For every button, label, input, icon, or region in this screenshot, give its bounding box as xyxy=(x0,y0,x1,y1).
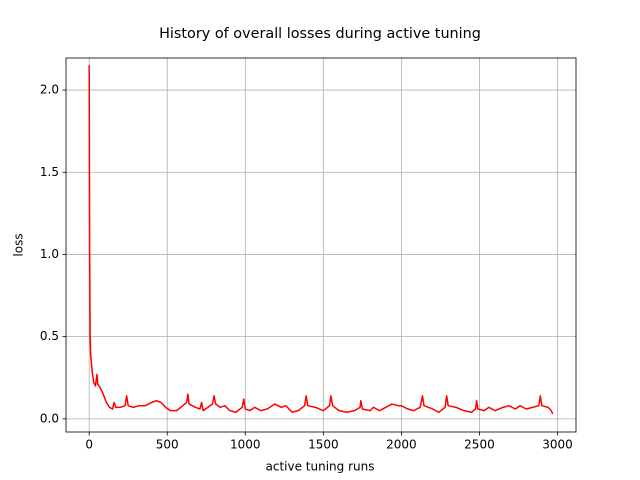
y-tick-label: 1.0 xyxy=(40,247,59,261)
x-tick-label: 0 xyxy=(85,438,93,452)
y-tick-label: 0.0 xyxy=(40,411,59,425)
y-tick-label: 1.5 xyxy=(40,165,59,179)
y-axis-label: loss xyxy=(12,233,26,256)
y-tick-label: 0.5 xyxy=(40,329,59,343)
x-tick-label: 1500 xyxy=(308,438,339,452)
plot-frame xyxy=(65,57,577,433)
x-tick-label: 500 xyxy=(156,438,179,452)
y-tick-label: 2.0 xyxy=(40,83,59,97)
x-tick-label: 3000 xyxy=(542,438,573,452)
loss-line xyxy=(88,65,554,415)
x-axis-label: active tuning runs xyxy=(266,460,375,474)
chart-title: History of overall losses during active … xyxy=(159,26,481,42)
x-tick-label: 2000 xyxy=(386,438,417,452)
x-tick-label: 2500 xyxy=(464,438,495,452)
x-tick-label: 1000 xyxy=(230,438,261,452)
